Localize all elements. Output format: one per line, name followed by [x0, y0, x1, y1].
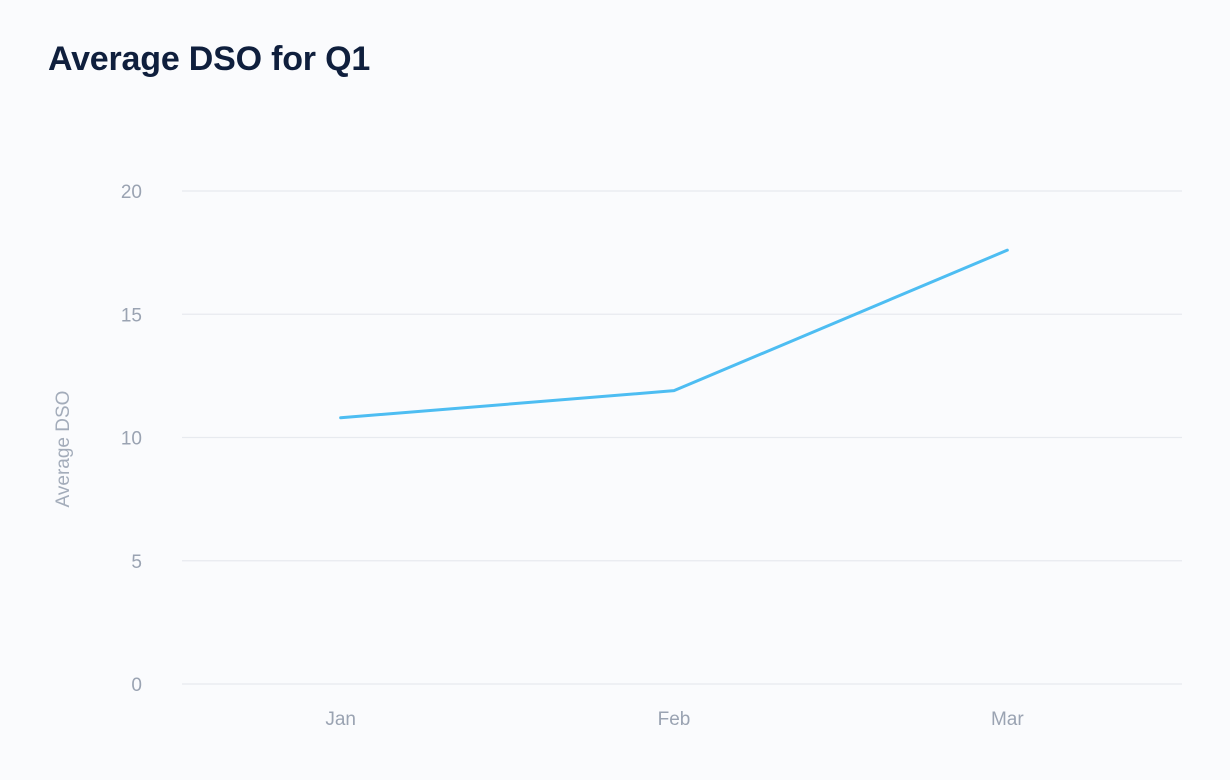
- x-tick-label: Jan: [325, 709, 356, 730]
- x-tick-label: Mar: [991, 709, 1024, 730]
- y-tick-label: 15: [121, 305, 142, 326]
- y-tick-label: 10: [121, 429, 142, 450]
- y-axis-label: Average DSO: [53, 391, 74, 508]
- y-tick-label: 0: [131, 675, 142, 696]
- series: [339, 248, 1009, 420]
- chart-title: Average DSO for Q1: [48, 40, 371, 78]
- x-axis-ticks: Jan Feb Mar: [325, 709, 1024, 730]
- y-axis-ticks: 0 5 10 15 20: [121, 182, 142, 696]
- series-line: [339, 248, 1009, 420]
- y-tick-label: 20: [121, 182, 142, 203]
- gridlines: [182, 190, 1182, 685]
- y-tick-label: 5: [131, 552, 142, 573]
- x-tick-label: Feb: [658, 709, 691, 730]
